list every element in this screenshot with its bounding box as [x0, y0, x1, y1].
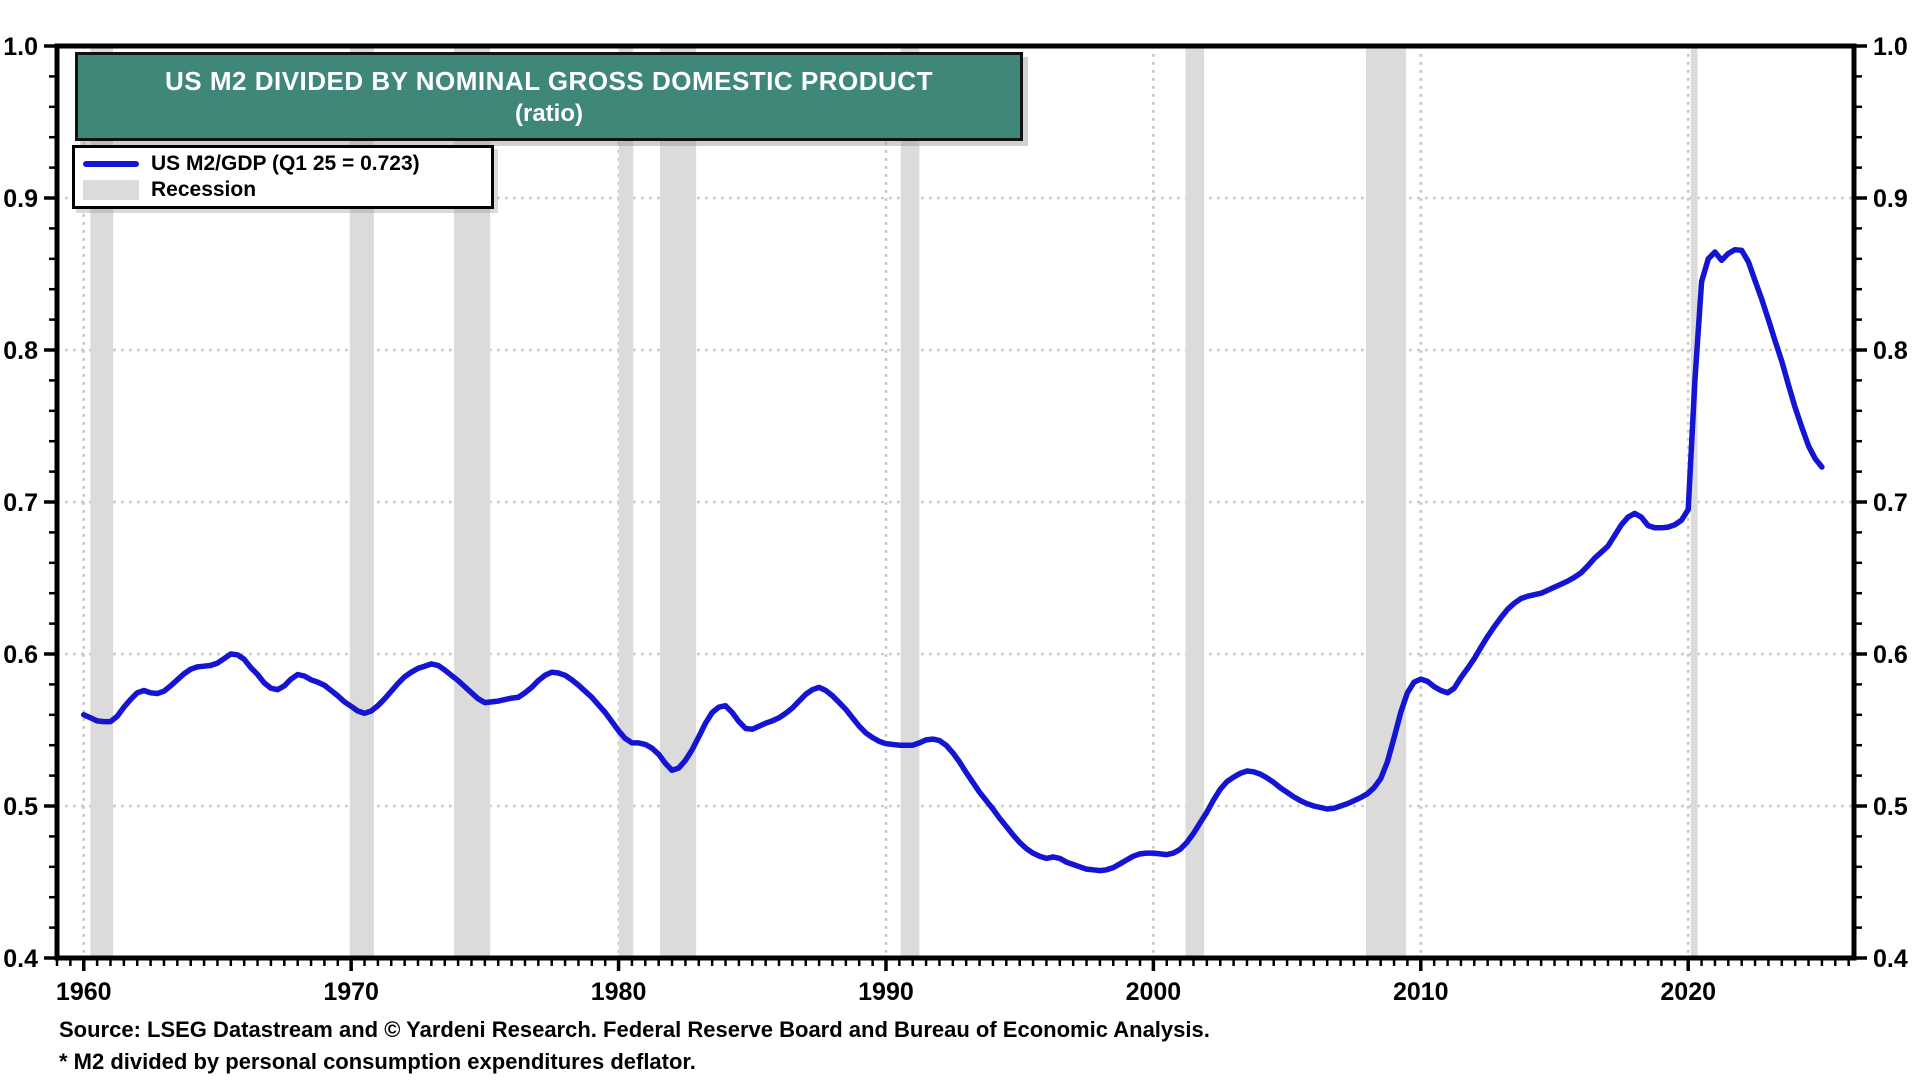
recession-band [660, 46, 697, 958]
x-axis-label: 2000 [1126, 978, 1182, 1006]
y-axis-label-right: 0.9 [1873, 185, 1908, 213]
y-axis-label-left: 0.5 [3, 793, 38, 821]
x-axis-label: 2010 [1393, 978, 1449, 1006]
legend-item-recession: Recession [83, 177, 483, 203]
recession-band [1365, 46, 1407, 958]
source-text: Source: LSEG Datastream and © Yardeni Re… [59, 1017, 1210, 1042]
chart-footer: Source: LSEG Datastream and © Yardeni Re… [59, 1014, 1759, 1078]
m2-gdp-line [80, 246, 1825, 874]
y-axis-label-right: 0.7 [1873, 489, 1908, 517]
legend-item-series: US M2/GDP (Q1 25 = 0.723) [83, 151, 483, 177]
recession-band [900, 46, 920, 958]
series-legend-label: US M2/GDP (Q1 25 = 0.723) [151, 151, 420, 175]
y-axis-label-left: 0.9 [3, 185, 38, 213]
footnote-text: * M2 divided by personal consumption exp… [59, 1048, 696, 1074]
y-axis-label-left: 0.7 [3, 489, 38, 517]
recession-band [1690, 46, 1698, 958]
legend: US M2/GDP (Q1 25 = 0.723) Recession [72, 145, 494, 209]
y-axis-label-right: 1.0 [1873, 33, 1908, 61]
y-axis-label-right: 0.5 [1873, 793, 1908, 821]
recession-band [1185, 46, 1205, 958]
y-axis-label-right: 0.4 [1873, 945, 1908, 973]
chart-subtitle: (ratio) [515, 100, 583, 128]
chart-title-box: US M2 DIVIDED BY NOMINAL GROSS DOMESTIC … [75, 52, 1023, 141]
x-axis-label: 2020 [1660, 978, 1716, 1006]
y-axis-label-left: 0.4 [3, 945, 38, 973]
recession-band [618, 46, 634, 958]
series-line-swatch-icon [83, 160, 139, 167]
recession-legend-label: Recession [151, 178, 257, 202]
x-axis-label: 1970 [323, 978, 379, 1006]
chart-title: US M2 DIVIDED BY NOMINAL GROSS DOMESTIC … [165, 65, 933, 96]
recession-band [90, 46, 114, 958]
recession-swatch-icon [83, 180, 139, 201]
y-axis-label-right: 0.8 [1873, 337, 1908, 365]
y-axis-label-left: 0.6 [3, 641, 38, 669]
y-axis-label-left: 0.8 [3, 337, 38, 365]
x-axis-label: 1960 [56, 978, 112, 1006]
y-axis-label-right: 0.6 [1873, 641, 1908, 669]
x-axis-label: 1980 [591, 978, 647, 1006]
x-axis-label: 1990 [858, 978, 914, 1006]
y-axis-label-left: 1.0 [3, 33, 38, 61]
